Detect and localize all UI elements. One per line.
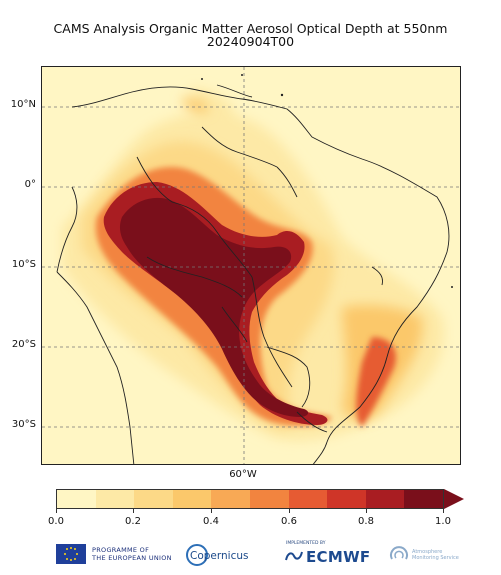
aerosol-map xyxy=(41,66,461,465)
colorbar-tick-label: 0.4 xyxy=(203,516,219,527)
colorbar-segment xyxy=(249,490,289,508)
copernicus-logo-mark xyxy=(186,544,208,566)
logo-bar: PROGRAMME OF THE EUROPEAN UNION Copernic… xyxy=(0,540,501,570)
map-date: 20240904T00 xyxy=(206,34,295,49)
map-svg xyxy=(42,67,460,464)
colorbar-segment xyxy=(57,490,96,508)
colorbar-tickmark xyxy=(366,509,367,513)
colorbar-extend-arrow xyxy=(444,489,464,509)
colorbar-segment xyxy=(288,490,328,508)
colorbar-segment xyxy=(95,490,135,508)
colorbar-segment xyxy=(327,490,366,508)
lat-label-30s: 30°S xyxy=(11,419,36,430)
islands xyxy=(201,74,453,288)
cams-logo-text: Atmosphere Monitoring Service xyxy=(412,549,459,561)
colorbar-tickmark xyxy=(443,509,444,513)
lat-label-10n: 10°N xyxy=(10,99,36,110)
ecmwf-logo-mark xyxy=(285,551,303,561)
colorbar-tickmark xyxy=(56,509,57,513)
copernicus-logo-text: Copernicus xyxy=(190,550,249,562)
ecmwf-logo-text: ECMWF xyxy=(306,548,371,566)
lat-label-0: 0° xyxy=(24,179,36,190)
colorbar-tick-label: 0.0 xyxy=(48,516,64,527)
colorbar-tick-label: 1.0 xyxy=(435,516,451,527)
colorbar xyxy=(56,489,444,509)
coastlines xyxy=(56,84,450,464)
lon-label-60w: 60°W xyxy=(229,469,257,480)
colorbar-tick-label: 0.8 xyxy=(358,516,374,527)
colorbar-segment xyxy=(172,490,212,508)
colorbar-segment xyxy=(211,490,250,508)
colorbar-tickmark xyxy=(289,509,290,513)
colorbar-tickmark xyxy=(133,509,134,513)
colorbar-tickmark xyxy=(211,509,212,513)
lat-label-20s: 20°S xyxy=(11,339,36,350)
colorbar-segment xyxy=(404,490,443,508)
eu-programme-text: PROGRAMME OF THE EUROPEAN UNION xyxy=(92,546,172,562)
colorbar-segment xyxy=(365,490,405,508)
colorbar-tick-label: 0.2 xyxy=(125,516,141,527)
colorbar-tick-label: 0.6 xyxy=(281,516,297,527)
colorbar-segment xyxy=(134,490,173,508)
cams-logo-mark xyxy=(390,546,408,560)
aod-core xyxy=(103,182,328,425)
ecmwf-implemented-text: IMPLEMENTED BY xyxy=(286,541,326,546)
eu-flag-logo xyxy=(56,544,86,564)
lat-label-10s: 10°S xyxy=(11,259,36,270)
map-title: CAMS Analysis Organic Matter Aerosol Opt… xyxy=(53,21,448,36)
